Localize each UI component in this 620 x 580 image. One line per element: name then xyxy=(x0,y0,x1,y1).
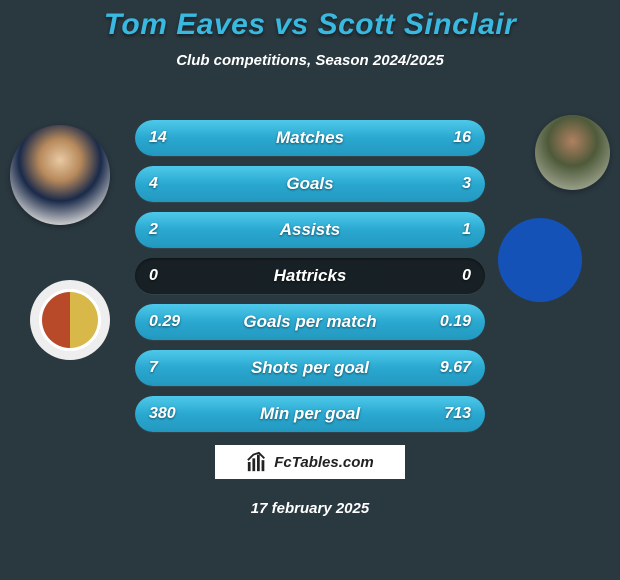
player1-avatar xyxy=(10,125,110,225)
subtitle: Club competitions, Season 2024/2025 xyxy=(0,52,620,69)
stat-label: Min per goal xyxy=(135,396,485,432)
stat-row: 00Hattricks xyxy=(135,258,485,294)
stat-label: Hattricks xyxy=(135,258,485,294)
stat-label: Shots per goal xyxy=(135,350,485,386)
stat-row: 0.290.19Goals per match xyxy=(135,304,485,340)
stat-label: Goals per match xyxy=(135,304,485,340)
stat-row: 380713Min per goal xyxy=(135,396,485,432)
page-title: Tom Eaves vs Scott Sinclair xyxy=(0,0,620,42)
player2-name: Scott Sinclair xyxy=(318,8,517,41)
player2-club-crest xyxy=(490,210,590,310)
stat-label: Goals xyxy=(135,166,485,202)
stat-row: 43Goals xyxy=(135,166,485,202)
stat-row: 1416Matches xyxy=(135,120,485,156)
stats-table: 1416Matches 43Goals 21Assists 00Hattricks 0.… xyxy=(135,120,485,442)
logo-text: FcTables.com xyxy=(274,454,373,471)
player2-avatar xyxy=(535,115,610,190)
stat-row: 21Assists xyxy=(135,212,485,248)
stat-row: 79.67Shots per goal xyxy=(135,350,485,386)
chart-icon xyxy=(246,451,268,473)
stat-label: Matches xyxy=(135,120,485,156)
player1-name: Tom Eaves xyxy=(104,8,266,41)
stat-label: Assists xyxy=(135,212,485,248)
vs-separator: vs xyxy=(274,8,308,41)
date-label: 17 february 2025 xyxy=(0,500,620,517)
player1-club-crest xyxy=(30,280,110,360)
fctables-logo: FcTables.com xyxy=(215,445,405,479)
